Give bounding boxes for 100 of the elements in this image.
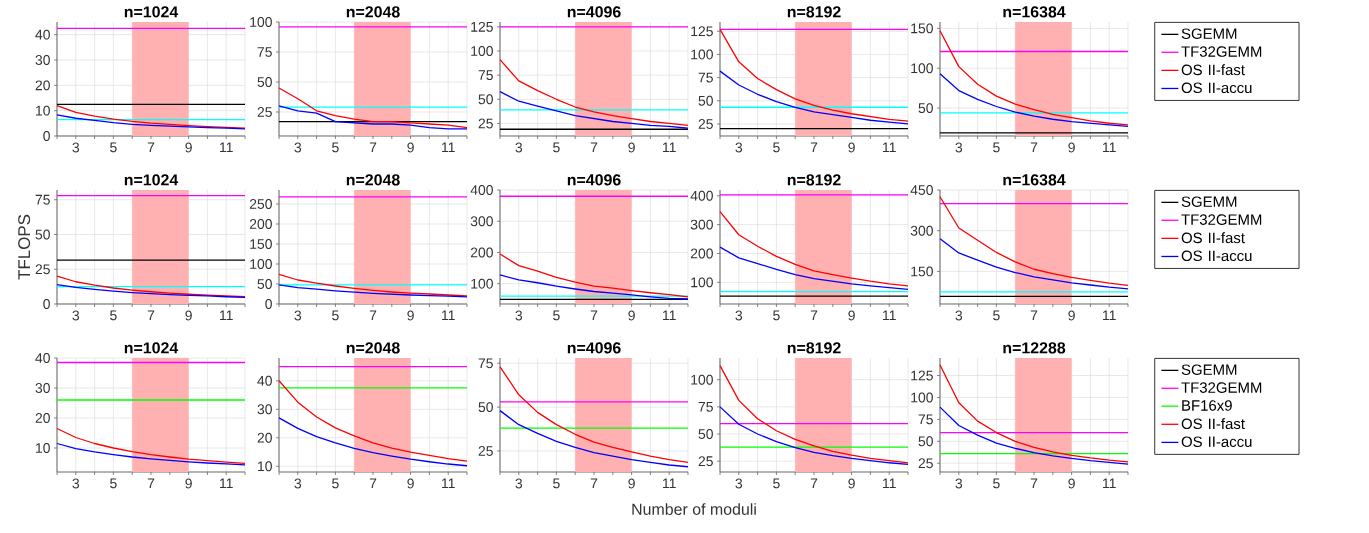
x-tick-label: 11 [442,478,455,489]
legend-label: OS II-fast [1181,232,1245,244]
line-series [278,417,468,467]
y-tick-label: 25 [698,456,713,467]
y-tick-label: 0 [43,299,50,309]
x-tick-label: 3 [955,478,963,489]
x-tick-label: 7 [1030,310,1038,321]
x-tick-label: 5 [773,310,780,321]
y-tick-label: 450 [910,185,933,195]
y-tick-label: 100 [691,49,713,60]
x-tick-label: 5 [110,310,117,321]
x-tick-label: 11 [883,142,896,153]
line-series [499,274,689,300]
chart-title: n=8192 [787,174,841,186]
y-tick-label: 10 [258,461,272,472]
y-tick-label: 125 [691,26,713,37]
x-tick-label: 3 [955,142,963,153]
x-tick-label: 5 [553,310,560,321]
x-tick-label: 5 [553,478,560,489]
legend-label: SGEMM [1181,28,1237,39]
y-tick-label: 50 [918,103,933,114]
x-tick-label: 11 [663,478,676,489]
x-tick-label: 7 [590,310,598,321]
chart-title: n=16384 [1003,174,1066,186]
y-tick-label: 150 [911,23,933,34]
line-series [278,87,468,129]
legend-label: TF32GEMM [1181,46,1262,57]
x-tick-label: 3 [72,142,80,153]
x-tick-label: 11 [220,142,233,153]
x-tick-label: 11 [1103,142,1116,153]
y-tick-label: 125 [471,21,493,32]
x-tick-label: 5 [773,478,780,489]
y-tick-label: 150 [250,239,272,249]
y-tick-label: 30 [35,55,50,65]
chart-title: n=4096 [567,6,621,18]
x-tick-label: 3 [294,310,302,321]
x-tick-label: 11 [442,142,455,153]
y-tick-label: 25 [478,446,493,456]
chart-title: n=12288 [1003,342,1066,354]
x-tick-label: 5 [993,142,1000,153]
y-tick-label: 100 [911,63,933,74]
y-tick-label: 100 [691,277,713,288]
x-tick-label: 3 [72,310,80,321]
line-series [278,273,468,297]
y-tick-label: 150 [911,266,933,277]
x-tick-label: 11 [883,310,896,321]
y-tick-label: 100 [250,17,272,27]
y-tick-label: 100 [691,374,713,385]
legend-label: OS II-fast [1181,418,1245,430]
x-tick-label: 9 [1068,478,1075,489]
line-series [56,283,246,298]
x-tick-label: 11 [663,142,676,153]
x-tick-label: 3 [735,142,743,153]
x-tick-label: 3 [955,310,963,321]
legend-label: TF32GEMM [1181,382,1262,393]
y-tick-label: 50 [257,77,272,87]
y-tick-label: 250 [249,199,272,209]
y-tick-label: 300 [690,219,713,230]
legend-label: OS II-accu [1181,250,1252,262]
chart-title: n=4096 [567,342,621,354]
y-tick-label: 25 [35,264,50,275]
x-tick-label: 5 [332,142,339,153]
y-tick-label: 75 [35,194,50,205]
line-series [499,366,689,464]
y-tick-label: 200 [249,219,272,229]
x-tick-label: 9 [407,310,414,321]
x-tick-label: 3 [515,142,523,153]
x-tick-label: 5 [110,478,117,489]
y-tick-label: 0 [265,299,272,309]
x-tick-label: 3 [515,478,523,489]
x-tick-label: 11 [1103,478,1116,489]
y-tick-label: 50 [257,279,272,289]
x-tick-label: 7 [369,142,377,153]
chart-title: n=4096 [567,174,621,186]
line-series [939,364,1129,463]
x-tick-label: 9 [185,478,192,489]
x-tick-label: 9 [848,478,855,489]
chart-title: n=1024 [124,174,179,186]
legend-label: OS II-fast [1181,64,1245,76]
y-tick-label: 40 [257,375,272,386]
x-tick-label: 5 [110,142,117,153]
y-tick-label: 75 [698,401,713,412]
y-tick-label: 200 [690,248,713,259]
line-series [939,238,1129,290]
legend-label: SGEMM [1181,196,1237,207]
chart-title: n=1024 [124,6,179,18]
y-tick-label: 75 [478,358,493,369]
chart-title: n=8192 [787,6,841,18]
x-tick-label: 9 [628,310,635,321]
x-tick-label: 5 [553,142,560,153]
y-tick-label: 300 [910,225,933,236]
legend-label: TF32GEMM [1181,214,1262,225]
x-tick-label: 7 [810,478,818,489]
x-tick-label: 11 [1103,310,1116,321]
chart-title: n=2048 [346,6,400,18]
x-tick-label: 9 [185,310,192,321]
x-tick-label: 5 [332,310,339,321]
x-tick-label: 3 [294,478,302,489]
line-series [719,210,909,287]
line-series [56,114,246,130]
